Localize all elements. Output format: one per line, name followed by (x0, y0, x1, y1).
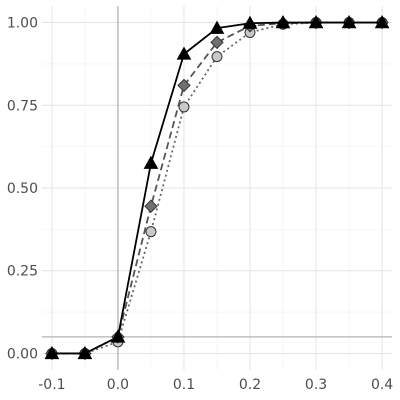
data-point-diamond (210, 35, 224, 50)
y-tick-label: 0.00 (7, 346, 38, 362)
y-tick-label: 1.00 (7, 16, 38, 32)
data-point-triangle (77, 345, 93, 360)
x-tick-label: 0.0 (107, 377, 129, 393)
data-point-triangle (44, 345, 60, 360)
x-tick-label: 0.2 (239, 377, 261, 393)
data-point-triangle (308, 15, 324, 29)
data-point-triangle (242, 15, 258, 29)
y-tick-label: 0.25 (7, 264, 38, 280)
data-point-triangle (275, 15, 291, 29)
x-tick-label: 0.1 (173, 377, 195, 393)
data-point-triangle (110, 329, 126, 343)
y-tick-label: 0.75 (7, 98, 38, 114)
axis-labels: -0.1 0.0 0.1 0.2 0.3 0.4 0.00 0.25 0.50 0.75 1.00 (7, 16, 393, 393)
reference-lines (42, 6, 392, 370)
x-tick-label: 0.4 (371, 377, 393, 393)
data-point-triangle (143, 155, 159, 169)
x-tick-label: -0.1 (38, 377, 65, 393)
data-point-circle (211, 51, 223, 63)
data-point-diamond (144, 199, 158, 213)
x-tick-label: 0.3 (305, 377, 327, 393)
data-point-triangle (341, 15, 357, 29)
y-tick-label: 0.50 (7, 181, 38, 197)
data-point-circle (145, 226, 157, 238)
series-layer (44, 15, 390, 361)
data-point-circle (178, 101, 190, 113)
data-point-triangle (209, 20, 225, 34)
data-point-triangle (176, 46, 192, 60)
data-point-diamond (177, 78, 191, 93)
series-0 (44, 15, 390, 360)
data-point-triangle (374, 15, 390, 29)
